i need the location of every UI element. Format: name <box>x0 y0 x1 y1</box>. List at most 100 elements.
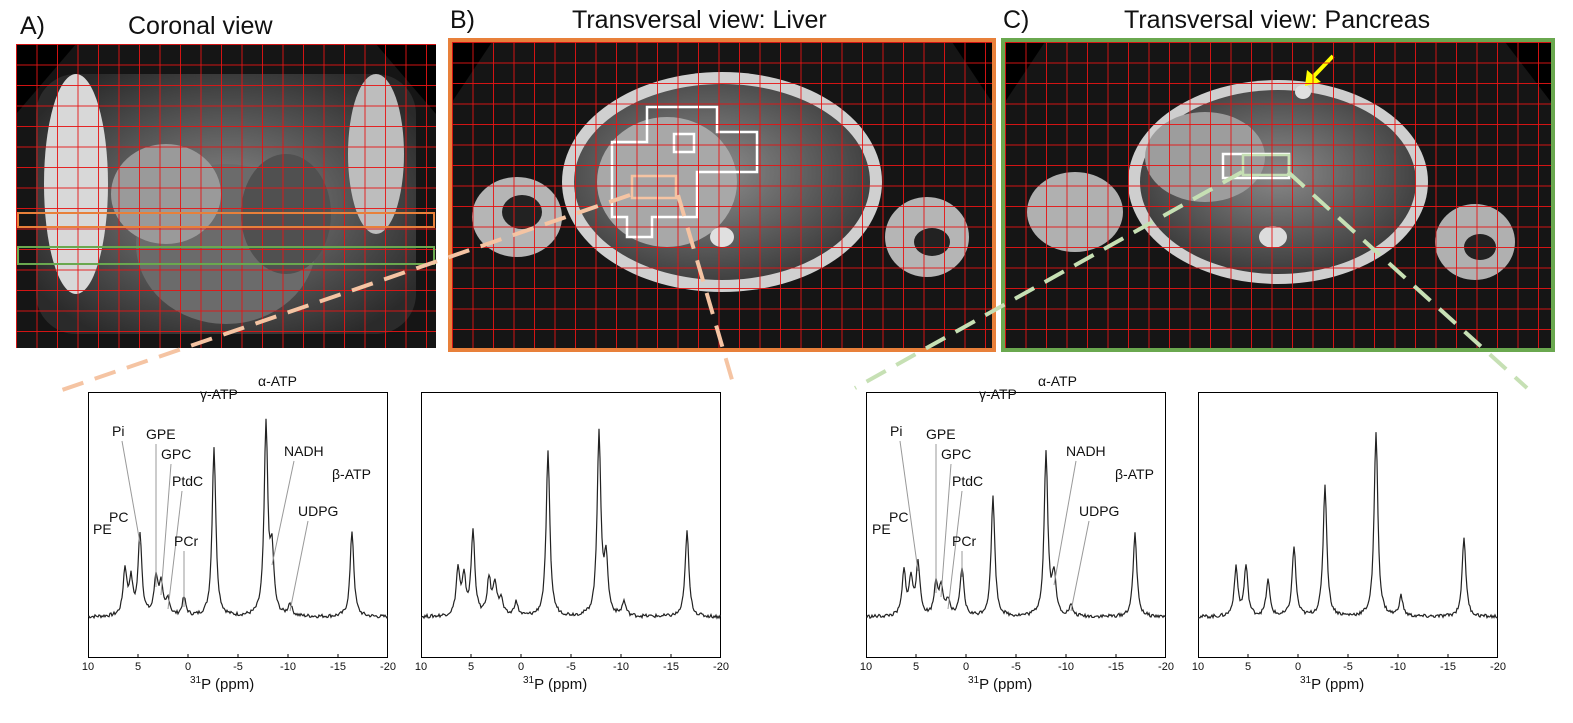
liver-slice-marker <box>17 212 435 228</box>
x-tick-label: 10 <box>859 661 873 673</box>
peak-label: NADH <box>1066 443 1106 459</box>
peak-leader-line <box>947 490 963 610</box>
plot-frame <box>88 392 388 658</box>
peak-label: PtdC <box>952 473 984 489</box>
x-axis-label: 31P (ppm) <box>968 675 1033 693</box>
panel-b-letter: B) <box>450 6 475 34</box>
pancreas-connector-right <box>1286 170 1529 390</box>
x-axis-label: 31P (ppm) <box>1300 675 1365 693</box>
peak-leader-line <box>899 440 919 572</box>
peak-leader-line <box>1053 460 1077 586</box>
x-tick-label: -10 <box>1058 661 1074 673</box>
peak-leader-line <box>940 463 952 598</box>
x-tick-label: 10 <box>414 661 428 673</box>
x-tick-label: -20 <box>713 661 729 673</box>
x-tick-label: -15 <box>1108 661 1124 673</box>
spectrum-line <box>1198 432 1498 620</box>
pancreas-spectrum: 10 5 0 -5 -10 -15 -20 31P (ppm) <box>1192 392 1506 693</box>
spectrum-line <box>866 450 1166 619</box>
peak-leader-line <box>289 520 309 612</box>
peak-label: GPC <box>161 446 192 462</box>
x-tick-label: 5 <box>467 661 475 673</box>
peak-label: β-ATP <box>332 466 371 482</box>
x-tick-label: -15 <box>330 661 346 673</box>
pancreas-spectrum-annotated: PE PC Pi GPE GPC PtdC PCr γ-ATP α-ATP NADH UDPG β-A… <box>860 373 1174 693</box>
x-tick-label: -10 <box>280 661 296 673</box>
peak-label: UDPG <box>1079 503 1120 519</box>
spectrum-svg <box>421 392 721 658</box>
coronal-voxel-grid <box>16 44 436 348</box>
pancreas-slice-marker <box>17 246 435 265</box>
spectrum-svg <box>866 392 1166 658</box>
peak-label: GPC <box>941 446 972 462</box>
peak-label: UDPG <box>298 503 339 519</box>
liver-mri-image <box>448 38 996 352</box>
x-tick-label: -20 <box>1158 661 1174 673</box>
peak-leader-line <box>121 440 141 544</box>
peak-label: Pi <box>112 423 125 439</box>
x-tick-label: -20 <box>1490 661 1506 673</box>
x-tick-label: 10 <box>1191 661 1205 673</box>
peak-leader-line <box>1070 520 1090 612</box>
x-tick-label: 10 <box>81 661 95 673</box>
peak-label: γ-ATP <box>979 386 1017 402</box>
panel-c-letter: C) <box>1003 6 1030 34</box>
x-tick-label: 5 <box>1244 661 1252 673</box>
liver-voxel-grid <box>452 42 992 348</box>
spectrum-svg <box>1198 392 1498 658</box>
spectrum-line <box>421 428 721 620</box>
x-tick-label: 0 <box>184 661 192 673</box>
plot-frame <box>1198 392 1498 658</box>
peak-label: PCr <box>952 533 977 549</box>
coronal-mri-image <box>16 44 436 348</box>
x-tick-label: -5 <box>1343 661 1353 673</box>
panel-b-title: Transversal view: Liver <box>572 6 827 34</box>
pancreas-voxel-grid <box>1005 42 1551 348</box>
peak-label: PE <box>93 521 112 537</box>
x-axis-label: 31P (ppm) <box>190 675 255 693</box>
spectrum-line <box>88 418 388 620</box>
plot-frame <box>421 392 721 658</box>
peak-label: α-ATP <box>258 373 297 389</box>
peak-label: Pi <box>890 423 903 439</box>
peak-label: PC <box>109 509 129 525</box>
liver-spectrum: 10 5 0 -5 -10 -15 -20 31P (ppm) <box>415 392 729 693</box>
x-tick-label: 0 <box>962 661 970 673</box>
liver-spectrum-annotated: PE PC Pi GPE GPC PtdC PCr γ-ATP α-ATP NADH UDPG β-A… <box>82 373 396 693</box>
x-tick-label: -20 <box>380 661 396 673</box>
panel-a-letter: A) <box>20 12 45 40</box>
x-tick-label: 0 <box>1294 661 1302 673</box>
peak-label: PC <box>889 509 909 525</box>
x-tick-label: -10 <box>613 661 629 673</box>
peak-label: NADH <box>284 443 324 459</box>
peak-label: PCr <box>174 533 199 549</box>
x-tick-label: -15 <box>663 661 679 673</box>
peak-label: γ-ATP <box>200 386 238 402</box>
x-tick-label: -5 <box>566 661 576 673</box>
x-tick-label: 5 <box>912 661 920 673</box>
x-tick-label: -5 <box>1011 661 1021 673</box>
peak-leader-line <box>167 490 183 610</box>
x-tick-label: 0 <box>517 661 525 673</box>
x-tick-label: 5 <box>134 661 142 673</box>
x-axis-label: 31P (ppm) <box>523 675 588 693</box>
pancreas-mri-image <box>1001 38 1555 352</box>
panel-c-title: Transversal view: Pancreas <box>1124 6 1431 34</box>
x-tick-label: -10 <box>1390 661 1406 673</box>
peak-leader-line <box>160 463 172 596</box>
spectrum-svg <box>88 392 388 658</box>
peak-label: GPE <box>926 426 956 442</box>
x-tick-label: -5 <box>233 661 243 673</box>
peak-label: PtdC <box>172 473 204 489</box>
peak-label: GPE <box>146 426 176 442</box>
liver-connector-right <box>676 194 737 391</box>
x-tick-label: -15 <box>1440 661 1456 673</box>
peak-label: PE <box>872 521 891 537</box>
peak-label: α-ATP <box>1038 373 1077 389</box>
panel-a-title: Coronal view <box>128 12 273 40</box>
liver-connector-left <box>61 193 631 392</box>
peak-label: β-ATP <box>1115 466 1154 482</box>
peak-leader-line <box>271 460 295 566</box>
pancreas-connector-left <box>854 170 1243 390</box>
